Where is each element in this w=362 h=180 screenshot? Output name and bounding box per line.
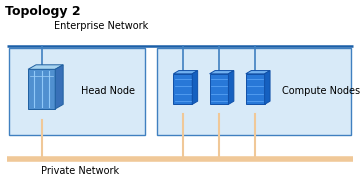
FancyBboxPatch shape — [9, 48, 145, 135]
Polygon shape — [173, 71, 198, 74]
Text: Head Node: Head Node — [81, 86, 135, 96]
FancyBboxPatch shape — [210, 74, 228, 104]
Polygon shape — [192, 71, 198, 104]
Polygon shape — [228, 71, 234, 104]
FancyBboxPatch shape — [246, 74, 265, 104]
Text: Compute Nodes: Compute Nodes — [282, 86, 361, 96]
Text: Topology 2: Topology 2 — [5, 4, 81, 17]
Text: Private Network: Private Network — [41, 165, 119, 176]
Polygon shape — [265, 71, 270, 104]
FancyBboxPatch shape — [28, 69, 55, 109]
Polygon shape — [210, 71, 234, 74]
Text: Enterprise Network: Enterprise Network — [54, 21, 148, 31]
Polygon shape — [28, 65, 63, 69]
FancyBboxPatch shape — [173, 74, 192, 104]
Polygon shape — [246, 71, 270, 74]
FancyBboxPatch shape — [157, 48, 351, 135]
Polygon shape — [55, 65, 63, 109]
